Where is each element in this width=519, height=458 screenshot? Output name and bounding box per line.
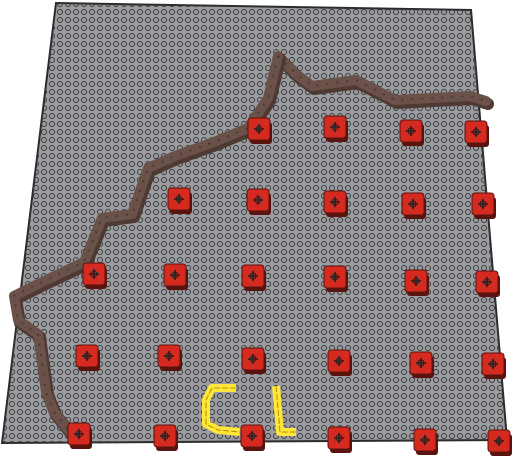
red-brick (241, 347, 266, 374)
red-brick (323, 115, 348, 142)
wall-left (9, 51, 283, 437)
baseplate-studs (2, 3, 507, 443)
red-brick (481, 352, 506, 379)
red-brick (67, 422, 92, 449)
red-brick (399, 119, 424, 146)
red-brick (401, 192, 426, 219)
red-brick (404, 269, 429, 296)
red-brick (487, 429, 512, 456)
red-brick (240, 424, 265, 451)
yellow-shape-edge (205, 387, 241, 433)
red-brick (323, 190, 348, 217)
red-brick (247, 117, 272, 144)
red-brick (471, 192, 496, 219)
red-brick (246, 188, 271, 215)
red-brick (241, 264, 266, 291)
red-brick (475, 270, 500, 297)
red-brick (409, 351, 434, 378)
red-brick (413, 428, 438, 455)
red-brick (167, 187, 192, 214)
red-brick (327, 426, 352, 453)
red-brick (82, 262, 107, 289)
red-brick (75, 344, 100, 371)
red-brick (157, 344, 182, 371)
wall-top (273, 51, 491, 106)
red-brick (163, 263, 188, 290)
red-brick (327, 349, 352, 376)
red-bricks (67, 115, 512, 456)
red-brick (153, 424, 178, 451)
red-brick (464, 120, 489, 147)
yellow-shape-bar-edge (275, 385, 296, 433)
red-brick (323, 265, 348, 292)
